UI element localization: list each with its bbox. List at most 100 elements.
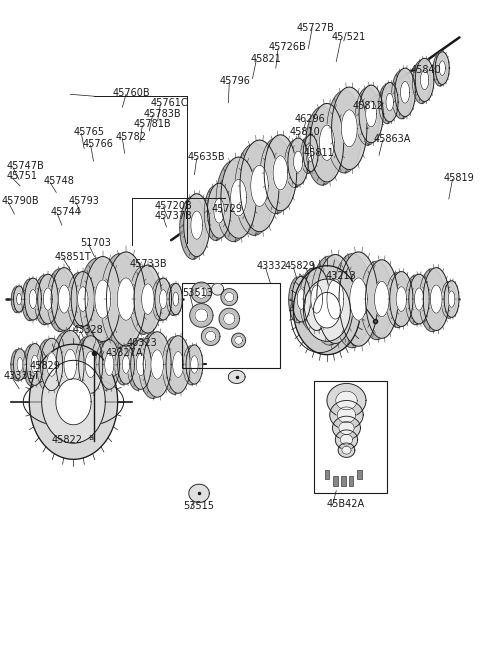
Polygon shape [288, 138, 308, 185]
Text: 45782: 45782 [115, 132, 146, 142]
Polygon shape [47, 353, 57, 376]
Text: 53515: 53515 [183, 501, 214, 511]
Polygon shape [366, 101, 377, 127]
Polygon shape [300, 269, 325, 332]
Polygon shape [51, 267, 77, 330]
Polygon shape [42, 360, 105, 443]
Text: 45783B: 45783B [143, 109, 181, 119]
Polygon shape [230, 179, 247, 216]
Polygon shape [180, 196, 206, 260]
Polygon shape [288, 277, 307, 323]
Polygon shape [333, 254, 372, 348]
Polygon shape [13, 286, 24, 312]
Bar [314, 381, 387, 493]
Text: 45760B: 45760B [113, 88, 151, 98]
Polygon shape [99, 340, 120, 390]
Polygon shape [360, 261, 393, 340]
Polygon shape [22, 279, 38, 321]
Polygon shape [107, 252, 145, 346]
Polygon shape [167, 284, 180, 315]
Polygon shape [173, 351, 183, 377]
Polygon shape [131, 340, 151, 390]
Text: 43213: 43213 [326, 271, 357, 281]
Polygon shape [396, 286, 407, 311]
Polygon shape [327, 384, 366, 417]
Polygon shape [191, 355, 198, 373]
Polygon shape [386, 93, 394, 111]
Polygon shape [115, 346, 132, 385]
Polygon shape [293, 265, 360, 355]
Polygon shape [435, 52, 449, 85]
Polygon shape [381, 83, 398, 122]
Polygon shape [43, 288, 52, 310]
Polygon shape [152, 279, 168, 321]
Polygon shape [162, 336, 187, 394]
Polygon shape [212, 283, 224, 295]
Polygon shape [293, 151, 303, 172]
Polygon shape [96, 340, 116, 390]
Polygon shape [311, 285, 323, 313]
Polygon shape [225, 292, 234, 302]
Polygon shape [300, 137, 315, 173]
Polygon shape [196, 286, 207, 298]
Polygon shape [136, 353, 145, 376]
Polygon shape [219, 308, 240, 329]
Text: a: a [89, 433, 94, 442]
Polygon shape [31, 355, 39, 374]
Bar [324, 470, 329, 479]
Polygon shape [17, 357, 23, 372]
Polygon shape [143, 332, 171, 397]
Text: 45781B: 45781B [134, 120, 171, 129]
Polygon shape [37, 274, 58, 324]
Polygon shape [235, 144, 274, 235]
Polygon shape [311, 256, 348, 345]
Polygon shape [350, 278, 367, 320]
Polygon shape [58, 285, 70, 313]
Text: 45747B: 45747B [7, 161, 45, 171]
Polygon shape [339, 421, 354, 434]
Polygon shape [64, 349, 76, 380]
Polygon shape [386, 273, 409, 328]
Polygon shape [78, 286, 88, 311]
Polygon shape [333, 416, 360, 440]
Polygon shape [433, 53, 447, 86]
Polygon shape [11, 286, 23, 313]
Text: 45819: 45819 [443, 173, 474, 183]
Text: 45B42A: 45B42A [327, 499, 365, 509]
Text: 45810: 45810 [290, 127, 321, 137]
Text: 43327A: 43327A [106, 348, 144, 358]
Polygon shape [337, 407, 356, 422]
Polygon shape [260, 138, 292, 214]
Polygon shape [79, 336, 103, 394]
Polygon shape [40, 338, 63, 391]
Bar [182, 283, 280, 368]
Polygon shape [204, 185, 228, 240]
Text: 45840: 45840 [411, 65, 442, 75]
Polygon shape [448, 291, 455, 307]
Polygon shape [221, 288, 238, 306]
Text: 45761C: 45761C [150, 98, 188, 108]
Polygon shape [395, 68, 415, 116]
Polygon shape [338, 443, 355, 457]
Polygon shape [52, 332, 80, 399]
Polygon shape [67, 273, 91, 328]
Polygon shape [310, 103, 344, 182]
Polygon shape [29, 344, 118, 459]
Polygon shape [47, 269, 73, 332]
Polygon shape [56, 330, 84, 399]
Text: 45737B: 45737B [155, 211, 192, 221]
Polygon shape [307, 145, 314, 162]
Text: 43331T: 43331T [4, 371, 40, 380]
Polygon shape [127, 340, 148, 390]
Polygon shape [431, 285, 442, 313]
Bar [349, 476, 353, 486]
Text: 45793: 45793 [69, 196, 100, 206]
Text: 45863A: 45863A [373, 134, 411, 144]
Text: 43332: 43332 [256, 261, 287, 271]
Polygon shape [336, 430, 358, 449]
Polygon shape [166, 336, 190, 394]
Text: 45720B: 45720B [155, 200, 192, 210]
Text: 45748: 45748 [43, 176, 74, 187]
Polygon shape [379, 84, 396, 124]
Polygon shape [24, 344, 40, 386]
